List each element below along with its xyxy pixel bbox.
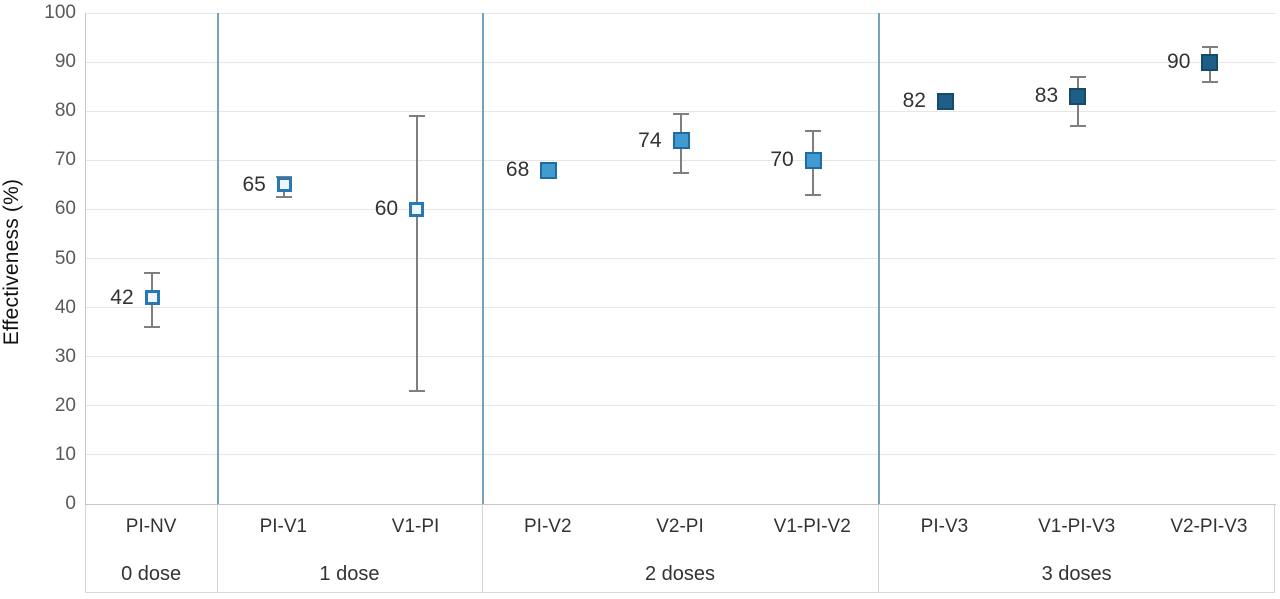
data-point-marker — [540, 161, 558, 179]
value-label: 82 — [902, 89, 926, 113]
group-separator-line — [878, 13, 881, 504]
category-label: V2-PI — [656, 516, 704, 537]
group-label: 0 dose — [121, 563, 182, 585]
data-point-marker — [672, 132, 690, 150]
error-bar-cap — [673, 112, 689, 115]
value-label: 68 — [505, 158, 530, 182]
group-separator-line — [217, 13, 220, 504]
value-label: 65 — [242, 172, 266, 196]
category-label: V1-PI-V2 — [773, 516, 851, 537]
y-tick-label: 0 — [65, 493, 76, 514]
gridline — [86, 405, 1276, 407]
category-label: V1-PI-V3 — [1038, 516, 1116, 537]
group-label: 1 dose — [319, 563, 380, 585]
y-tick-label: 10 — [54, 443, 76, 465]
y-tick-label: 30 — [54, 345, 76, 367]
gridline — [86, 12, 1276, 14]
value-label: 83 — [1034, 84, 1059, 108]
category-label: V1-PI — [391, 516, 440, 537]
data-point-marker — [1201, 53, 1219, 71]
error-bar-cap — [144, 326, 161, 329]
y-tick-label: 70 — [54, 149, 76, 171]
value-label: 90 — [1167, 50, 1191, 74]
error-bar-cap — [408, 390, 425, 393]
value-label: 70 — [770, 148, 794, 172]
error-bar-cap — [805, 193, 822, 196]
error-bar-cap — [1069, 124, 1086, 127]
error-bar — [415, 116, 418, 392]
value-label: 74 — [638, 128, 662, 152]
category-label: V2-PI-V3 — [1170, 516, 1248, 537]
y-tick-label: 90 — [54, 51, 76, 73]
plot-area: 42 65 60 68 74 70 82 83 90 — [85, 12, 1276, 505]
data-point-marker — [144, 290, 160, 306]
y-tick-label: 50 — [54, 247, 76, 269]
data-point-marker — [409, 201, 425, 217]
y-tick-label: 20 — [54, 394, 76, 416]
category-label: PI-V3 — [920, 516, 969, 537]
gridline — [86, 258, 1276, 259]
error-bar-cap — [1069, 75, 1086, 78]
data-point-marker — [936, 92, 954, 110]
group-separator-line — [481, 13, 484, 504]
y-tick-label: 60 — [54, 198, 76, 220]
category-label: PI-NV — [125, 516, 177, 537]
error-bar-cap — [673, 171, 689, 174]
error-bar-cap — [1201, 46, 1218, 49]
value-label: 42 — [110, 285, 134, 309]
data-point-marker — [276, 177, 292, 193]
axis-bottom-line — [85, 592, 1275, 593]
gridline — [86, 61, 1276, 63]
y-tick-label: 80 — [54, 100, 76, 122]
value-label: 60 — [374, 197, 399, 221]
y-tick-label: 100 — [44, 2, 76, 23]
axis-group-divider — [217, 505, 219, 592]
axis-group-divider — [1274, 505, 1275, 592]
gridline — [86, 110, 1276, 112]
group-label: 3 doses — [1041, 563, 1112, 585]
axis-group-divider — [878, 505, 880, 592]
error-bar-cap — [144, 272, 161, 275]
gridline — [86, 356, 1276, 358]
gridline — [86, 307, 1276, 309]
error-bar-cap — [1201, 80, 1218, 83]
gridline — [86, 454, 1276, 456]
group-label: 2 doses — [644, 563, 716, 585]
gridline — [86, 208, 1276, 210]
data-point-marker — [804, 151, 822, 169]
error-bar-cap — [408, 115, 425, 118]
axis-group-divider — [481, 505, 483, 592]
error-bar-cap — [805, 129, 822, 132]
data-point-marker — [1069, 87, 1087, 105]
y-tick-label: 40 — [54, 296, 76, 318]
category-label: PI-V1 — [259, 516, 308, 537]
category-label: PI-V2 — [524, 516, 572, 537]
axis-group-divider — [85, 505, 86, 592]
error-bar-cap — [276, 196, 293, 199]
